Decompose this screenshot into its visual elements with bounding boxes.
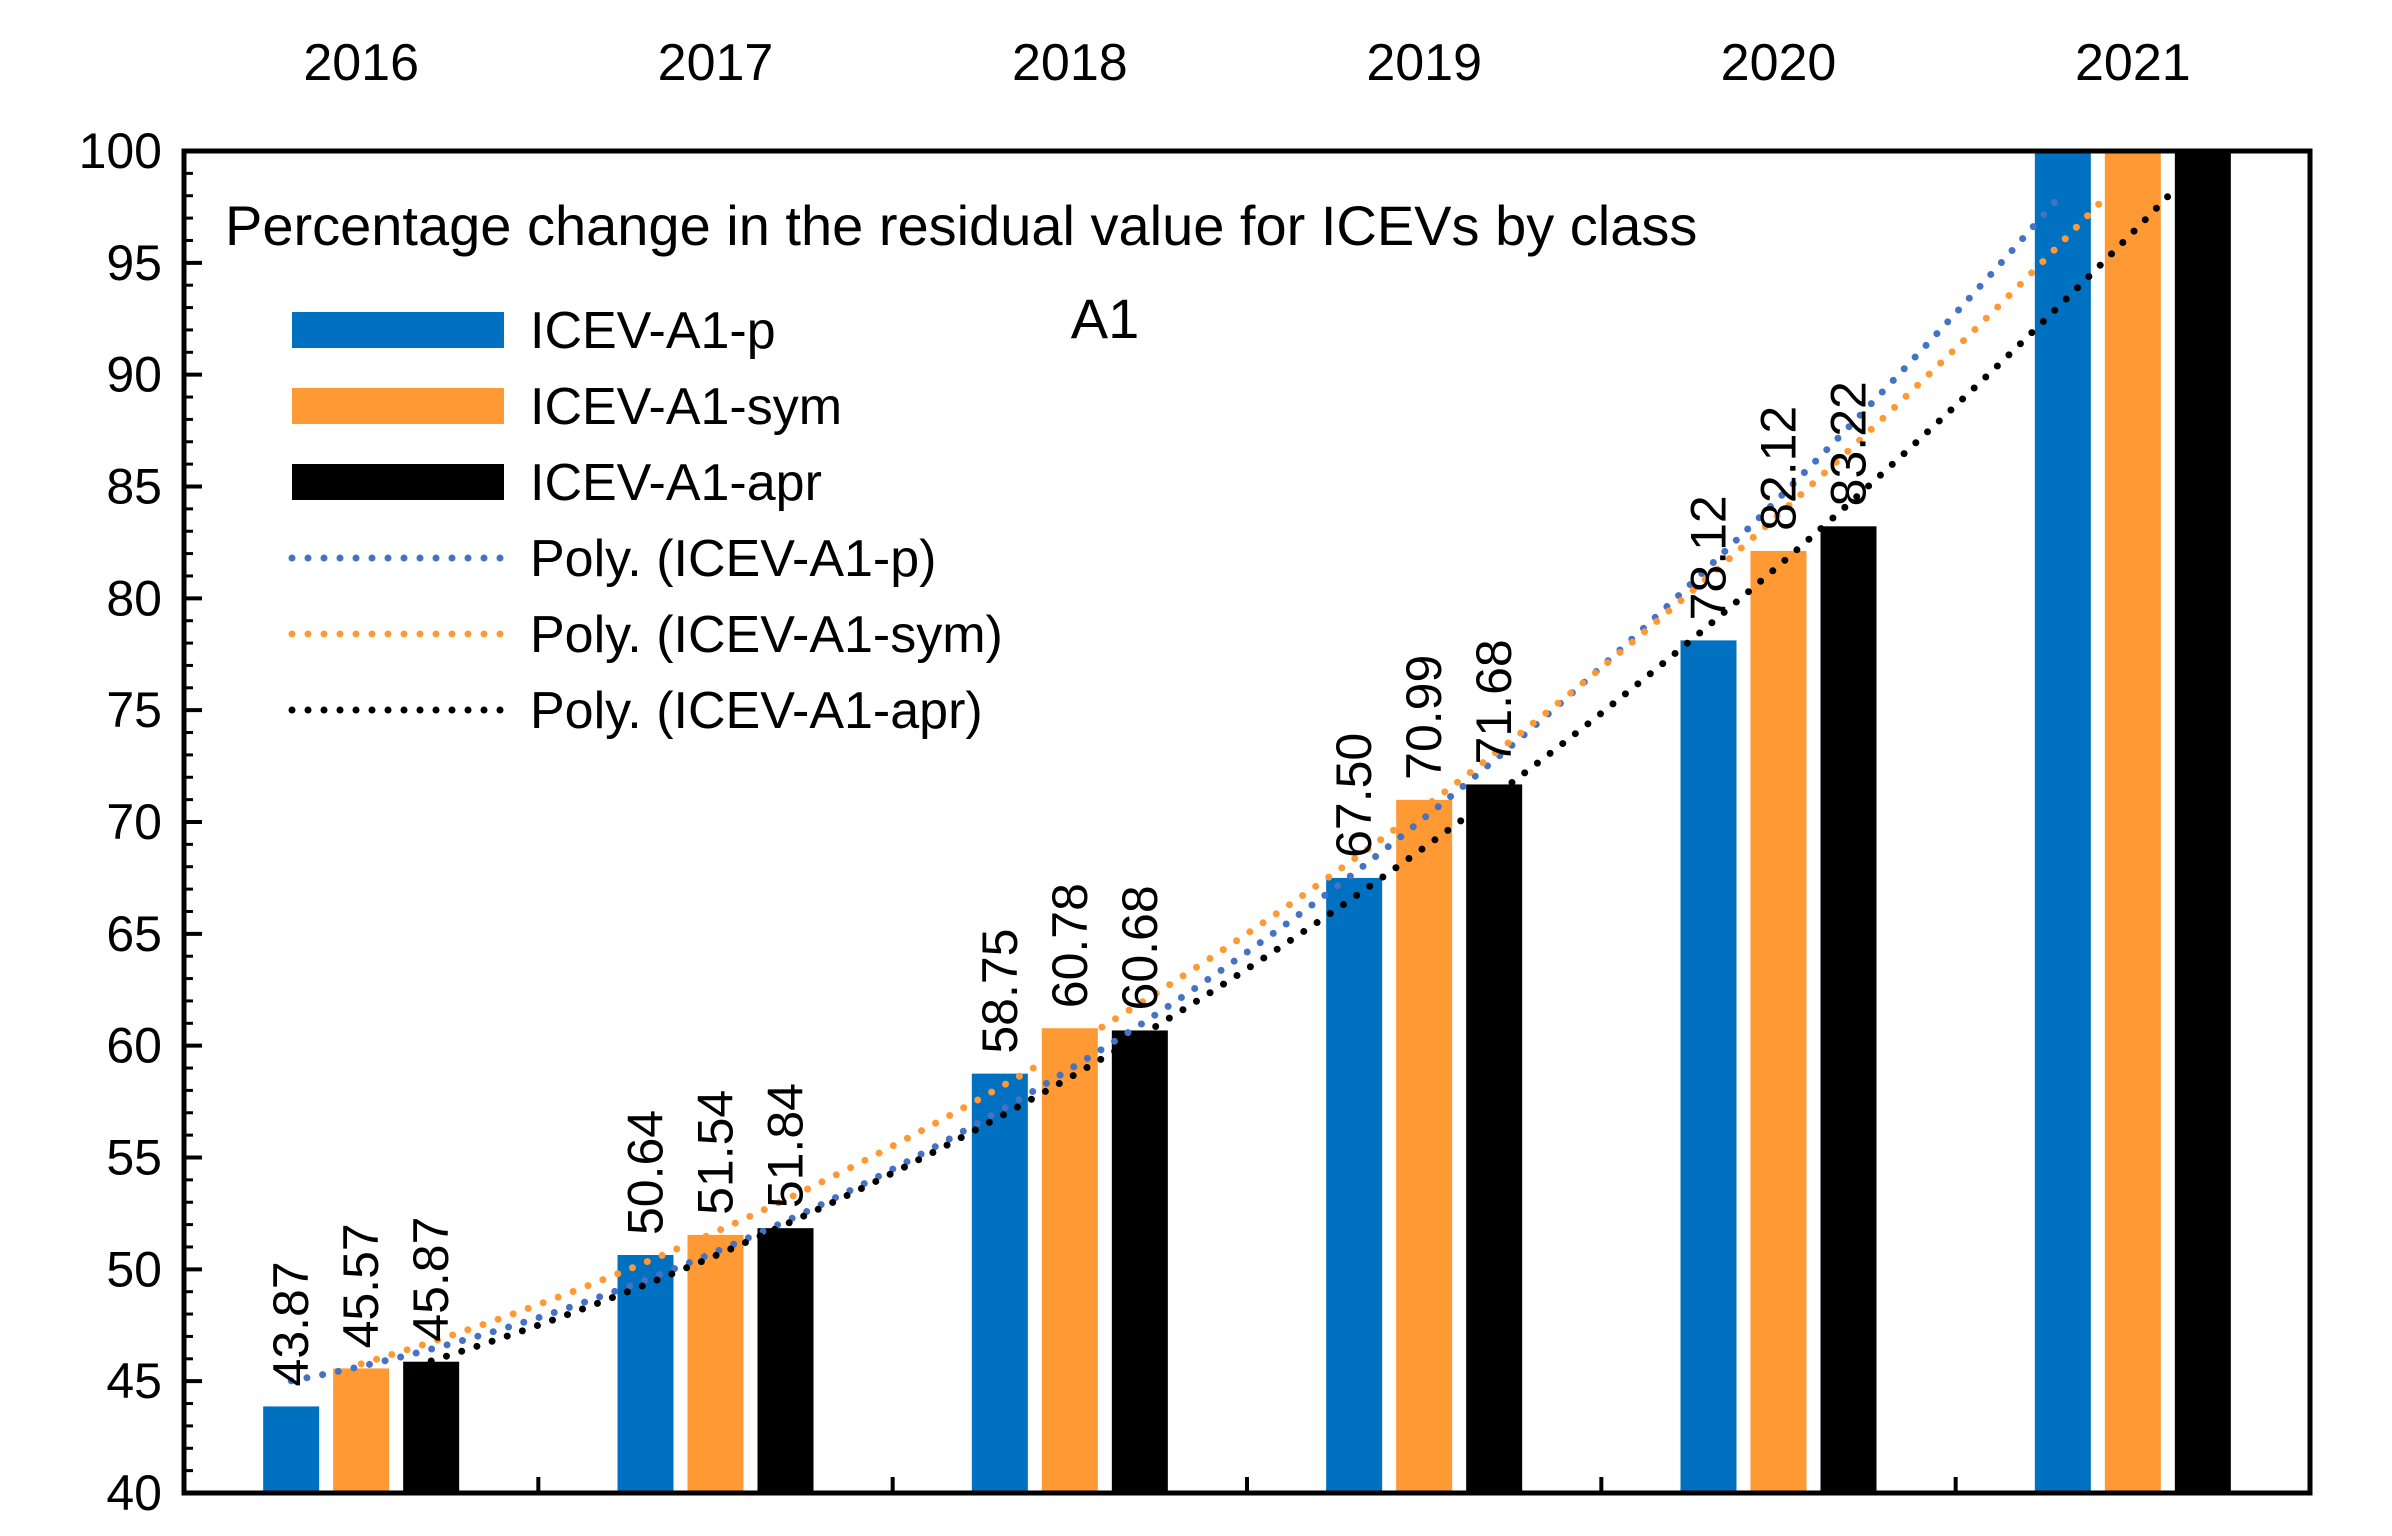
data-label-ICEV-A1-p-2016: 43.87	[263, 1261, 319, 1386]
data-label-ICEV-A1-apr-2018: 60.68	[1112, 885, 1168, 1010]
y-tick-label-50: 50	[106, 1241, 162, 1297]
legend-swatch-ICEV-A1-p	[292, 312, 504, 348]
y-tick-label-55: 55	[106, 1130, 162, 1186]
legend-label-ICEV-A1-p: ICEV-A1-p	[530, 302, 776, 360]
bar-ICEV-A1-apr-2017	[757, 1228, 814, 1493]
bar-ICEV-A1-sym-2018	[1041, 1028, 1098, 1493]
y-tick-label-60: 60	[106, 1018, 162, 1074]
legend-label-Poly. (ICEV-A1-sym): Poly. (ICEV-A1-sym)	[530, 606, 1003, 664]
data-label-ICEV-A1-sym-2018: 60.78	[1042, 883, 1098, 1008]
y-tick-label-75: 75	[106, 682, 162, 738]
chart-subtitle: A1	[1071, 287, 1140, 350]
legend: ICEV-A1-p ICEV-A1-sym ICEV-A1-apr Poly. (IC…	[288, 302, 1003, 740]
data-labels-layer: 43.87 50.64 58.75 67.50 78.12 45.57 51.54 60.78…	[263, 381, 1876, 1386]
bar-ICEV-A1-apr-2021	[2174, 151, 2231, 1493]
category-labels-layer: 2016 2017 2018 2019 2020 2021	[303, 34, 2190, 92]
chart-title: Percentage change in the residual value …	[225, 194, 1697, 257]
category-label-2021: 2021	[2075, 34, 2191, 92]
trendline-Poly. (ICEV-A1-sym)	[357, 165, 2137, 1368]
trendlines-layer	[287, 156, 2207, 1385]
axis-layer: 40 45 50 55 60 65 70 75 80 85 90 95 100	[79, 123, 1958, 1521]
y-tick-label-95: 95	[106, 235, 162, 291]
bar-ICEV-A1-p-2018	[971, 1073, 1028, 1493]
y-tick-label-90: 90	[106, 347, 162, 403]
bar-ICEV-A1-p-2016	[263, 1406, 320, 1493]
legend-label-ICEV-A1-apr: ICEV-A1-apr	[530, 454, 822, 512]
y-tick-label-45: 45	[106, 1353, 162, 1409]
data-label-ICEV-A1-apr-2017: 51.84	[758, 1083, 814, 1208]
trendline-Poly. (ICEV-A1-apr)	[427, 156, 2207, 1365]
bar-ICEV-A1-apr-2016	[403, 1361, 460, 1493]
data-label-ICEV-A1-sym-2016: 45.57	[333, 1223, 389, 1348]
y-tick-label-70: 70	[106, 794, 162, 850]
legend-swatch-ICEV-A1-sym	[292, 388, 504, 424]
bar-ICEV-A1-sym-2020	[1750, 550, 1807, 1493]
category-label-2016: 2016	[303, 34, 419, 92]
data-label-ICEV-A1-apr-2019: 71.68	[1466, 639, 1522, 764]
category-label-2019: 2019	[1366, 34, 1482, 92]
data-label-ICEV-A1-p-2020: 78.12	[1681, 495, 1737, 620]
bar-ICEV-A1-sym-2017	[687, 1234, 744, 1493]
bar-ICEV-A1-p-2020	[1680, 640, 1737, 1493]
y-tick-label-40: 40	[106, 1465, 162, 1521]
y-tick-label-100: 100	[79, 123, 162, 179]
category-label-2018: 2018	[1012, 34, 1128, 92]
legend-label-ICEV-A1-sym: ICEV-A1-sym	[530, 378, 842, 436]
data-label-ICEV-A1-p-2018: 58.75	[972, 929, 1028, 1054]
bar-ICEV-A1-apr-2018	[1111, 1030, 1168, 1493]
y-tick-label-65: 65	[106, 906, 162, 962]
bar-ICEV-A1-sym-2016	[333, 1368, 390, 1493]
trendline-Poly. (ICEV-A1-p)	[287, 189, 2067, 1385]
bar-ICEV-A1-sym-2021	[2104, 151, 2161, 1493]
data-label-ICEV-A1-apr-2016: 45.87	[403, 1217, 459, 1342]
data-label-ICEV-A1-p-2017: 50.64	[618, 1110, 674, 1235]
data-label-ICEV-A1-sym-2017: 51.54	[688, 1090, 744, 1215]
y-tick-label-80: 80	[106, 570, 162, 626]
plot-area-frame	[181, 148, 2313, 1496]
legend-swatch-ICEV-A1-apr	[292, 464, 504, 500]
data-label-ICEV-A1-sym-2019: 70.99	[1396, 655, 1452, 780]
legend-label-Poly. (ICEV-A1-p): Poly. (ICEV-A1-p)	[530, 530, 936, 588]
category-label-2017: 2017	[658, 34, 774, 92]
bar-ICEV-A1-sym-2019	[1396, 799, 1453, 1493]
bars-layer	[263, 151, 2231, 1493]
data-label-ICEV-A1-sym-2020: 82.12	[1751, 406, 1807, 531]
bar-ICEV-A1-apr-2019	[1466, 784, 1523, 1493]
data-label-ICEV-A1-apr-2020: 83.22	[1821, 381, 1877, 506]
y-tick-label-85: 85	[106, 459, 162, 515]
bar-ICEV-A1-p-2021	[2034, 151, 2091, 1493]
data-label-ICEV-A1-p-2019: 67.50	[1326, 733, 1382, 858]
legend-label-Poly. (ICEV-A1-apr): Poly. (ICEV-A1-apr)	[530, 682, 983, 740]
bar-ICEV-A1-apr-2020	[1820, 526, 1877, 1493]
category-label-2020: 2020	[1721, 34, 1837, 92]
bar-ICEV-A1-p-2019	[1326, 877, 1383, 1493]
